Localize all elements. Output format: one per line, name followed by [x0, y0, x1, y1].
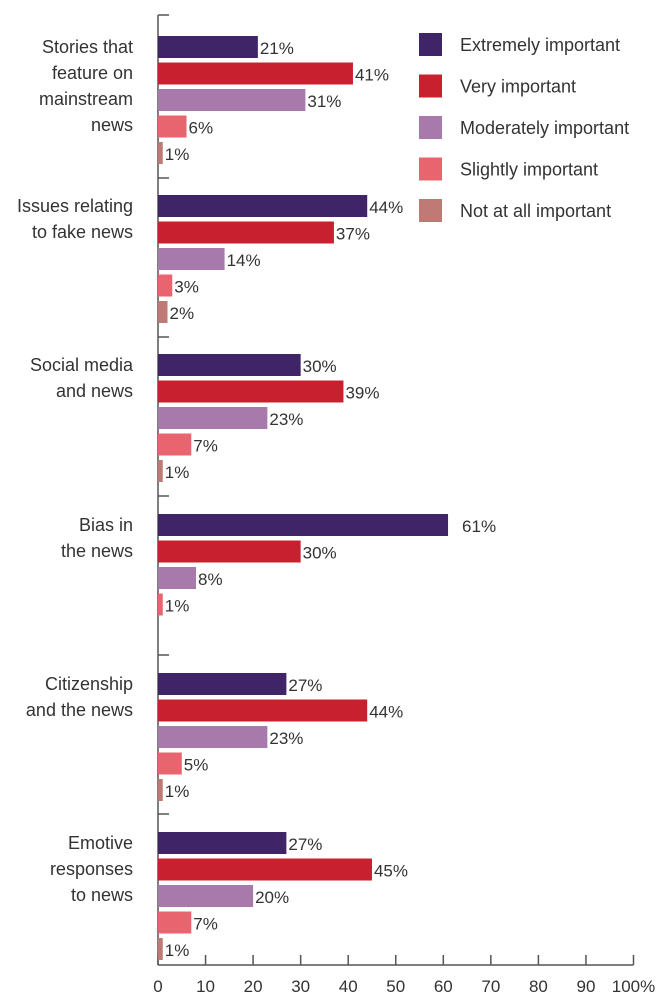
data-label: 6% — [189, 119, 214, 138]
bar — [158, 779, 163, 801]
legend-swatch — [419, 33, 442, 56]
data-label: 27% — [288, 676, 322, 695]
bar — [158, 115, 187, 138]
bar — [158, 195, 368, 217]
bar — [158, 752, 182, 775]
x-tick-label: 80 — [529, 977, 548, 996]
data-label: 7% — [193, 437, 218, 456]
x-tick-label: 30 — [291, 977, 310, 996]
category-label: responses — [50, 859, 133, 879]
legend-label: Very important — [460, 77, 576, 97]
bar — [158, 248, 225, 270]
data-label: 21% — [260, 39, 294, 58]
category-label: Bias in — [79, 515, 133, 535]
bar — [158, 540, 301, 563]
legend-label: Not at all important — [460, 201, 611, 221]
data-label: 30% — [303, 544, 337, 563]
data-label: 3% — [174, 278, 199, 297]
data-label: 44% — [369, 703, 403, 722]
bar — [158, 699, 368, 722]
category-label: and news — [56, 381, 133, 401]
data-label: 2% — [170, 304, 195, 323]
bar — [158, 433, 192, 456]
category-label: Emotive — [68, 833, 133, 853]
data-label: 45% — [374, 862, 408, 881]
bar — [158, 911, 192, 934]
bar — [158, 858, 372, 881]
bar — [158, 301, 168, 323]
category-label: feature on — [52, 63, 133, 83]
bar — [158, 673, 287, 695]
bar — [158, 142, 163, 164]
bar — [158, 726, 268, 748]
bar — [158, 460, 163, 482]
bar — [158, 593, 163, 616]
legend-swatch — [419, 74, 442, 98]
category-label: mainstream — [39, 89, 133, 109]
bar — [158, 832, 287, 854]
data-label: 8% — [198, 570, 223, 589]
data-label: 27% — [288, 835, 322, 854]
data-label: 37% — [336, 225, 370, 244]
data-label: 1% — [165, 782, 190, 801]
category-label: the news — [61, 541, 133, 561]
bar — [158, 354, 301, 376]
data-label: 1% — [165, 941, 190, 960]
bar — [158, 380, 344, 403]
legend-swatch — [419, 116, 442, 139]
data-label: 7% — [193, 915, 218, 934]
bar — [158, 938, 163, 960]
bar — [158, 407, 268, 429]
bar — [158, 89, 306, 111]
data-label: 44% — [369, 198, 403, 217]
bar — [158, 514, 449, 536]
legend-label: Extremely important — [460, 35, 620, 55]
category-label: news — [91, 115, 133, 135]
legend-swatch — [419, 157, 442, 181]
data-label: 1% — [165, 145, 190, 164]
bar — [158, 274, 173, 297]
x-tick-label: 40 — [339, 977, 358, 996]
category-label: to news — [71, 885, 133, 905]
category-label: to fake news — [32, 222, 133, 242]
bar — [158, 62, 353, 85]
x-tick-label: 70 — [481, 977, 500, 996]
data-label: 39% — [345, 384, 379, 403]
legend-label: Slightly important — [460, 160, 598, 180]
bar — [158, 221, 334, 244]
x-tick-label: 90 — [576, 977, 595, 996]
category-label: Issues relating — [17, 196, 133, 216]
data-label: 20% — [255, 888, 289, 907]
data-label: 61% — [462, 517, 496, 536]
x-tick-label: 60 — [434, 977, 453, 996]
category-label: Social media — [30, 355, 134, 375]
bar — [158, 567, 197, 589]
category-label: Citizenship — [45, 674, 133, 694]
data-label: 23% — [269, 729, 303, 748]
x-tick-label: 20 — [244, 977, 263, 996]
x-tick-label: 10 — [196, 977, 215, 996]
data-label: 30% — [303, 357, 337, 376]
data-label: 1% — [165, 597, 190, 616]
x-tick-label: 0 — [153, 977, 162, 996]
data-label: 14% — [227, 251, 261, 270]
data-label: 41% — [355, 66, 389, 85]
legend-swatch — [419, 199, 442, 222]
category-label: Stories that — [42, 37, 133, 57]
data-label: 31% — [307, 92, 341, 111]
legend-label: Moderately important — [460, 118, 629, 138]
category-label: and the news — [26, 700, 133, 720]
data-label: 1% — [165, 463, 190, 482]
bar — [158, 885, 254, 907]
bar — [158, 36, 258, 58]
x-tick-label: 100% — [612, 977, 655, 996]
x-tick-label: 50 — [386, 977, 405, 996]
data-label: 5% — [184, 756, 209, 775]
data-label: 23% — [269, 410, 303, 429]
